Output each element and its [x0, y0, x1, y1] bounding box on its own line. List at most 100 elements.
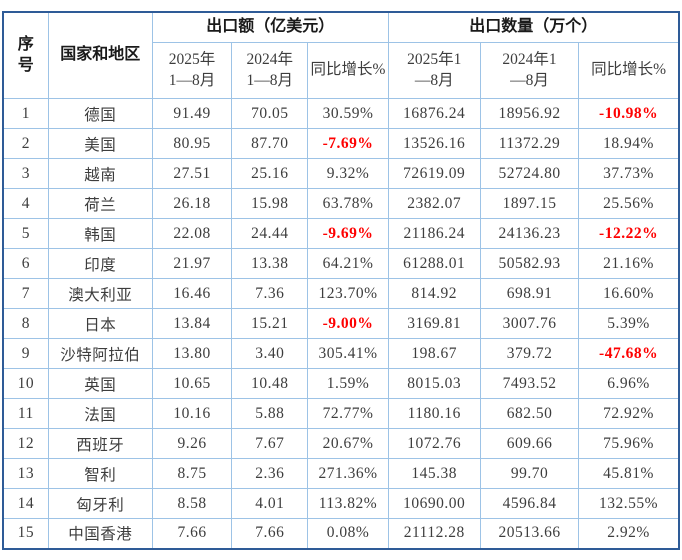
cell-q2025: 1180.16 [387, 398, 481, 429]
cell-q2025: 10690.00 [387, 488, 481, 519]
cell-q2025: 16876.24 [387, 98, 481, 129]
cell-vyoy: 63.78% [307, 188, 389, 219]
cell-vyoy: 64.21% [307, 248, 389, 279]
cell-v2024: 25.16 [231, 158, 309, 189]
header-group-export-quantity: 出口数量（万个） [387, 11, 680, 43]
table-row: 5 韩国 22.08 24.44 -9.69% 21186.24 24136.23 -12.2… [2, 218, 680, 249]
cell-no: 15 [2, 518, 49, 549]
cell-qyoy: 37.73% [578, 158, 680, 189]
table-row: 8 日本 13.84 15.21 -9.00% 3169.81 3007.76 5.39% [2, 308, 680, 339]
cell-vyoy: 72.77% [307, 398, 389, 429]
table-row: 3 越南 27.51 25.16 9.32% 72619.09 52724.80 37.73% [2, 158, 680, 189]
cell-country: 印度 [47, 248, 153, 279]
cell-qyoy: 2.92% [578, 518, 680, 549]
cell-country: 澳大利亚 [47, 278, 153, 309]
table-body: 1 德国 91.49 70.05 30.59% 16876.24 18956.92 -10.9… [2, 98, 680, 549]
cell-q2024: 24136.23 [479, 218, 580, 249]
cell-v2024: 70.05 [231, 98, 309, 129]
cell-country: 德国 [47, 98, 153, 129]
cell-v2025: 26.18 [151, 188, 233, 219]
cell-vyoy: 0.08% [307, 518, 389, 549]
cell-v2024: 87.70 [231, 128, 309, 159]
cell-q2024: 3007.76 [479, 308, 580, 339]
cell-qyoy: 6.96% [578, 368, 680, 399]
cell-v2024: 24.44 [231, 218, 309, 249]
cell-vyoy: 123.70% [307, 278, 389, 309]
table-row: 2 美国 80.95 87.70 -7.69% 13526.16 11372.29 18.94… [2, 128, 680, 159]
cell-vyoy: 1.59% [307, 368, 389, 399]
cell-no: 4 [2, 188, 49, 219]
cell-q2024: 379.72 [479, 338, 580, 369]
cell-vyoy: 113.82% [307, 488, 389, 519]
cell-q2025: 3169.81 [387, 308, 481, 339]
cell-q2025: 72619.09 [387, 158, 481, 189]
cell-qyoy: 5.39% [578, 308, 680, 339]
cell-q2024: 7493.52 [479, 368, 580, 399]
cell-qyoy: 132.55% [578, 488, 680, 519]
cell-no: 3 [2, 158, 49, 189]
cell-q2025: 145.38 [387, 458, 481, 489]
cell-q2024: 99.70 [479, 458, 580, 489]
cell-q2024: 20513.66 [479, 518, 580, 549]
cell-country: 匈牙利 [47, 488, 153, 519]
cell-q2024: 52724.80 [479, 158, 580, 189]
cell-q2025: 198.67 [387, 338, 481, 369]
cell-country: 英国 [47, 368, 153, 399]
table-row: 9 沙特阿拉伯 13.80 3.40 305.41% 198.67 379.72 -47.68… [2, 338, 680, 369]
subheader-value-yoy-growth: 同比增长% [307, 42, 389, 99]
cell-q2024: 18956.92 [479, 98, 580, 129]
table-header: 序 号 国家和地区 出口额（亿美元） 出口数量（万个） 2025年 1—8月 2… [2, 11, 680, 99]
table-row: 12 西班牙 9.26 7.67 20.67% 1072.76 609.66 75.96% [2, 428, 680, 459]
table-row: 14 匈牙利 8.58 4.01 113.82% 10690.00 4596.84 132.5… [2, 488, 680, 519]
cell-qyoy: -10.98% [578, 98, 680, 129]
cell-vyoy: 305.41% [307, 338, 389, 369]
cell-q2024: 682.50 [479, 398, 580, 429]
subheader-value-2025: 2025年 1—8月 [151, 42, 233, 99]
cell-qyoy: -47.68% [578, 338, 680, 369]
cell-v2025: 10.16 [151, 398, 233, 429]
cell-country: 日本 [47, 308, 153, 339]
table-row: 10 英国 10.65 10.48 1.59% 8015.03 7493.52 6.96% [2, 368, 680, 399]
cell-v2024: 7.36 [231, 278, 309, 309]
cell-no: 10 [2, 368, 49, 399]
cell-country: 西班牙 [47, 428, 153, 459]
header-group-export-value: 出口额（亿美元） [151, 11, 389, 43]
cell-no: 8 [2, 308, 49, 339]
cell-vyoy: -9.69% [307, 218, 389, 249]
cell-v2024: 2.36 [231, 458, 309, 489]
table-row: 6 印度 21.97 13.38 64.21% 61288.01 50582.93 21.16… [2, 248, 680, 279]
cell-v2025: 80.95 [151, 128, 233, 159]
cell-q2025: 8015.03 [387, 368, 481, 399]
subheader-quantity-2024: 2024年1 —8月 [479, 42, 580, 99]
cell-q2025: 2382.07 [387, 188, 481, 219]
cell-q2024: 698.91 [479, 278, 580, 309]
cell-v2025: 91.49 [151, 98, 233, 129]
cell-q2025: 21186.24 [387, 218, 481, 249]
cell-v2025: 10.65 [151, 368, 233, 399]
cell-q2025: 814.92 [387, 278, 481, 309]
subheader-value-2024: 2024年 1—8月 [231, 42, 309, 99]
cell-v2024: 4.01 [231, 488, 309, 519]
cell-v2025: 21.97 [151, 248, 233, 279]
cell-v2024: 3.40 [231, 338, 309, 369]
cell-country: 越南 [47, 158, 153, 189]
cell-v2024: 7.67 [231, 428, 309, 459]
cell-vyoy: -7.69% [307, 128, 389, 159]
cell-q2024: 4596.84 [479, 488, 580, 519]
cell-country: 法国 [47, 398, 153, 429]
cell-v2025: 16.46 [151, 278, 233, 309]
subheader-quantity-yoy-growth: 同比增长% [578, 42, 680, 99]
cell-q2024: 11372.29 [479, 128, 580, 159]
cell-v2025: 13.84 [151, 308, 233, 339]
table-row: 4 荷兰 26.18 15.98 63.78% 2382.07 1897.15 25.56% [2, 188, 680, 219]
cell-no: 9 [2, 338, 49, 369]
cell-v2024: 7.66 [231, 518, 309, 549]
cell-no: 13 [2, 458, 49, 489]
cell-q2025: 21112.28 [387, 518, 481, 549]
cell-country: 中国香港 [47, 518, 153, 549]
cell-no: 7 [2, 278, 49, 309]
table-row: 15 中国香港 7.66 7.66 0.08% 21112.28 20513.66 2.92% [2, 518, 680, 549]
cell-country: 沙特阿拉伯 [47, 338, 153, 369]
cell-q2025: 13526.16 [387, 128, 481, 159]
cell-no: 12 [2, 428, 49, 459]
